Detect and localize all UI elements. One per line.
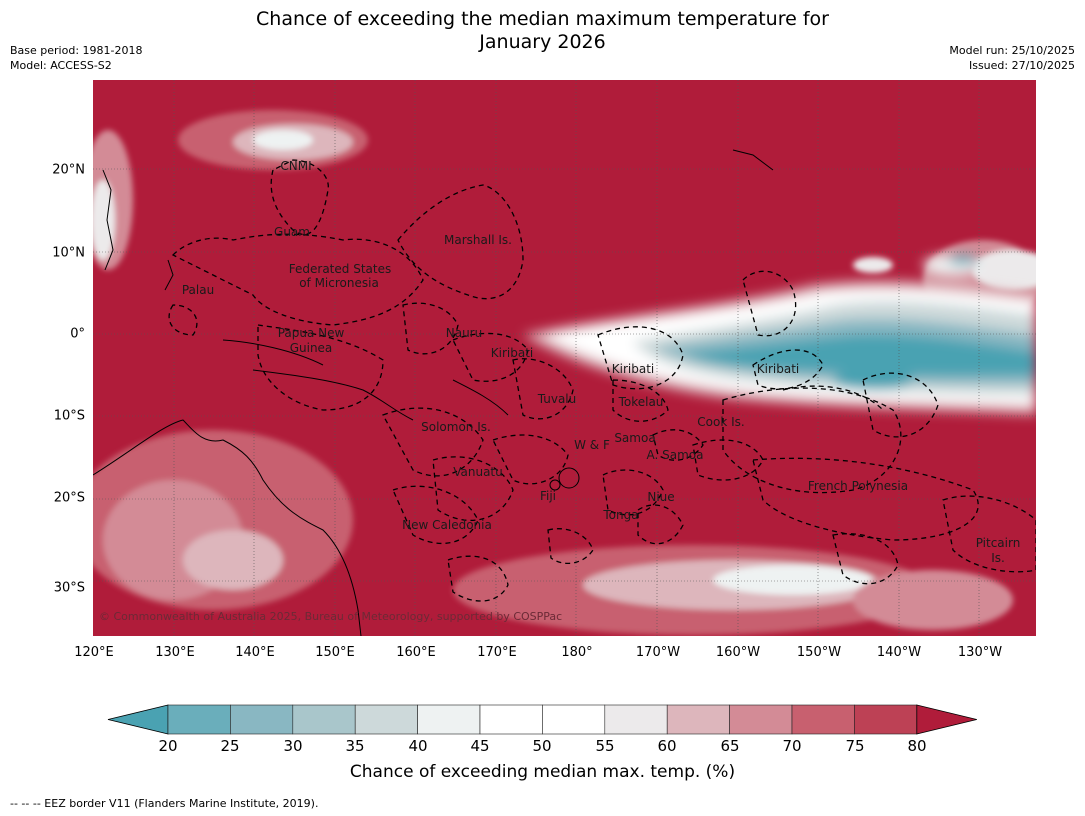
place-label: Guam (274, 225, 310, 239)
colorbar-label: Chance of exceeding median max. temp. (%… (349, 762, 736, 782)
place-label: CNMI (280, 159, 311, 173)
colorbar-cell (542, 704, 606, 735)
copyright-notice: © Commonwealth of Australia 2025, Bureau… (99, 610, 562, 623)
model-label: Model: ACCESS-S2 (10, 59, 112, 72)
colorbar-cell (854, 704, 918, 735)
place-label: Kiribati (612, 362, 654, 376)
place-label: Cook Is. (697, 415, 744, 429)
map-svg: CNMI Guam Marshall Is. Federated States … (93, 80, 1036, 636)
colorbar-tick: 50 (532, 737, 552, 755)
lon-tick-label: 140°W (876, 645, 922, 660)
lat-tick-label: 20°S (53, 490, 85, 506)
lat-tick-label: 30°S (53, 580, 85, 596)
lon-tick-label: 170°E (477, 645, 517, 660)
lon-tick-label: 170°W (635, 645, 681, 660)
place-label: Pitcairn (976, 536, 1021, 550)
issued-label: Issued: 27/10/2025 (968, 59, 1075, 72)
colorbar-tick: 35 (345, 737, 365, 755)
place-label: Solomon Is. (421, 420, 491, 434)
colorbar-cell (417, 704, 481, 735)
place-label: Papua New (278, 326, 345, 340)
lon-tick-label: 140°E (235, 645, 275, 660)
lat-tick-label: 0° (70, 326, 85, 342)
colorbar-extend-high (916, 704, 977, 735)
colorbar-tick: 60 (657, 737, 677, 755)
model-run-label: Model run: 25/10/2025 (949, 44, 1075, 57)
colorbar-tick: 75 (845, 737, 865, 755)
colorbar-tick: 70 (782, 737, 802, 755)
place-label: W & F (574, 438, 610, 452)
meta-left: Base period: 1981-2018 Model: ACCESS-S2 (10, 43, 142, 73)
map-title-line1: Chance of exceeding the median maximum t… (256, 8, 829, 30)
colorbar-cells (107, 704, 977, 735)
place-label: A. Samoa (647, 448, 704, 462)
colorbar-tick: 80 (907, 737, 927, 755)
place-label: Fiji (540, 489, 556, 503)
place-label: of Micronesia (299, 276, 379, 290)
base-period-label: Base period: 1981-2018 (10, 44, 143, 57)
colorbar-tick: 30 (283, 737, 303, 755)
colorbar-tick: 25 (220, 737, 240, 755)
colorbar-tick: 20 (158, 737, 178, 755)
colorbar-cell (479, 704, 543, 735)
colorbar-tick: 65 (720, 737, 740, 755)
place-label: Vanuatu (453, 465, 503, 479)
lon-tick-label: 130°W (957, 645, 1003, 660)
place-label: New Caledonia (402, 518, 492, 532)
place-label: Tokelau (618, 395, 664, 409)
map-title: Chance of exceeding the median maximum t… (0, 8, 1085, 54)
place-label: Guinea (290, 341, 333, 355)
place-label: Is. (991, 551, 1005, 565)
eez-borders (168, 159, 1036, 602)
colorbar-cell (791, 704, 855, 735)
low-probability-tongue (523, 255, 1036, 415)
lon-tick-label: 120°E (74, 645, 114, 660)
meta-right: Model run: 25/10/2025 Issued: 27/10/2025 (949, 43, 1075, 73)
graticule (93, 80, 1036, 636)
colorbar-tick: 40 (408, 737, 428, 755)
place-label: Kiribati (757, 362, 799, 376)
place-label: Niue (647, 490, 674, 504)
place-label: French Polynesia (808, 479, 908, 493)
place-label: Kiribati (491, 346, 533, 360)
place-label: Nauru (446, 326, 482, 340)
place-labels: CNMI Guam Marshall Is. Federated States … (182, 159, 1020, 565)
colorbar-cell (354, 704, 418, 735)
lon-tick-label: 160°W (715, 645, 761, 660)
colorbar-cell (604, 704, 668, 735)
colorbar-cell (729, 704, 793, 735)
place-label: Marshall Is. (444, 233, 512, 247)
colorbar (107, 704, 977, 735)
lon-tick-label: 150°E (315, 645, 355, 660)
colorbar-cell (666, 704, 730, 735)
place-label: Samoa (614, 431, 655, 445)
colorbar-tick: 45 (470, 737, 490, 755)
lat-tick-label: 20°N (52, 162, 85, 178)
lon-tick-label: 130°E (155, 645, 195, 660)
map-title-line2: January 2026 (479, 31, 606, 53)
lat-tick-label: 10°S (53, 408, 85, 424)
colorbar-cell (167, 704, 231, 735)
map-panel: CNMI Guam Marshall Is. Federated States … (93, 80, 1036, 636)
lon-tick-label: 150°W (796, 645, 842, 660)
colorbar-tick: 55 (595, 737, 615, 755)
place-label: Tuvalu (537, 392, 577, 406)
place-label: Tonga (602, 508, 638, 522)
footnote: -- -- -- EEZ border V11 (Flanders Marine… (10, 797, 319, 810)
lon-tick-label: 160°E (396, 645, 436, 660)
colorbar-extend-low (107, 704, 169, 735)
place-label: Federated States (289, 262, 391, 276)
lon-tick-label: 180° (561, 645, 593, 660)
colorbar-cell (292, 704, 356, 735)
place-label: Palau (182, 283, 214, 297)
colorbar-cell (230, 704, 294, 735)
coastlines (93, 149, 774, 636)
lat-tick-label: 10°N (52, 245, 85, 261)
